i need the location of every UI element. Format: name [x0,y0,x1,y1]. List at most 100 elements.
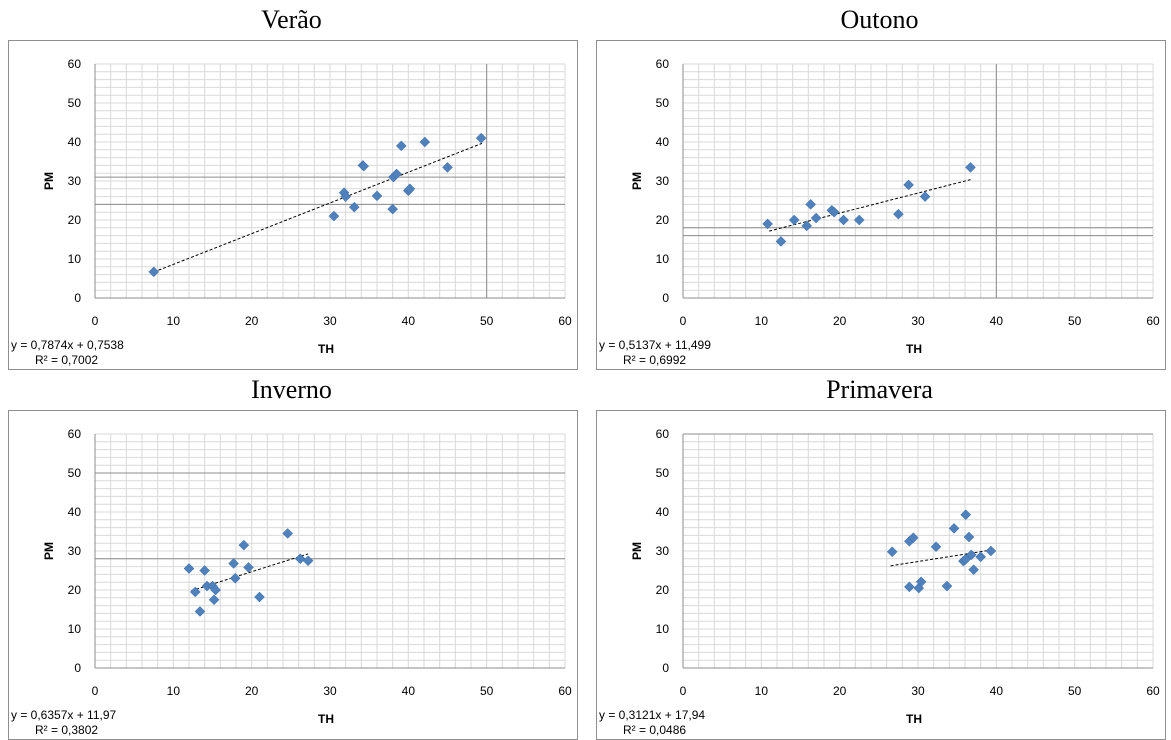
chart-panel-outono: Outono 0 0 10 10 20 20 30 30 40 40 50 50 60 60 TH PM y … [588,0,1171,370]
data-point [941,580,953,592]
trendline-equation: y = 0,3121x + 17,94 [599,708,706,722]
trendline [769,179,971,232]
data-point [965,549,977,561]
y-tick-label: 30 [68,174,82,188]
data-point [387,203,399,215]
y-tick-label: 0 [662,661,669,675]
x-tick-label: 10 [755,684,769,698]
y-tick-label: 10 [68,252,82,266]
data-point [210,584,221,596]
y-tick-label: 40 [656,135,670,149]
data-point [419,136,431,148]
data-point [904,581,915,593]
data-point [358,160,370,172]
y-tick-label: 20 [656,583,670,597]
data-point [243,562,254,573]
data-point [965,161,976,173]
data-point [907,532,919,544]
chart-title: Inverno [251,375,332,404]
r-squared-label: R² = 0,0486 [623,723,687,737]
x-tick-label: 50 [480,314,494,328]
y-tick-label: 20 [68,583,82,597]
x-axis-label: TH [318,342,334,356]
x-tick-label: 40 [402,684,416,698]
x-tick-label: 40 [990,314,1004,328]
y-tick-label: 30 [656,174,670,188]
chart-title: Primavera [826,375,933,404]
data-point [294,553,306,565]
data-point [828,206,840,218]
y-axis-label: PM [42,542,56,560]
x-axis-label: TH [906,342,922,356]
y-tick-label: 0 [74,291,81,305]
chart-frame: 0 0 10 10 20 20 30 30 40 40 50 50 60 60 TH PM y = 0,513… [596,40,1166,370]
data-point [930,541,942,553]
data-point [919,191,931,202]
x-tick-label: 60 [558,314,572,328]
y-tick-label: 50 [68,96,82,110]
x-tick-label: 30 [911,684,925,698]
y-tick-label: 60 [68,427,82,441]
data-point [238,539,250,551]
data-point [228,558,240,569]
x-tick-label: 50 [1068,314,1082,328]
data-point [853,214,865,226]
x-tick-label: 60 [558,684,572,698]
x-tick-label: 60 [1146,314,1160,328]
data-point [199,565,211,576]
data-point [254,591,265,603]
x-tick-label: 40 [402,314,416,328]
x-tick-label: 10 [167,314,181,328]
data-point [371,190,383,202]
y-tick-label: 10 [68,622,82,636]
r-squared-label: R² = 0,6992 [623,353,687,367]
trendline-equation: y = 0,6357x + 11,97 [11,708,117,722]
y-tick-label: 60 [656,427,670,441]
y-tick-label: 30 [68,544,82,558]
trendline [890,549,991,567]
data-point [810,212,822,224]
y-tick-label: 20 [656,213,670,227]
y-axis-label: PM [630,172,644,190]
data-point [788,214,800,226]
chart-panel-verao: Verão 0 0 10 10 20 20 30 30 40 40 50 50 60 60 TH PM y =… [0,0,583,370]
scatter-plot: 00 10 10 20 20 30 30 40 40 50 50 60 60 TH PM [630,57,1160,356]
chart-panel-inverno: Inverno 0 0 10 10 20 20 30 30 40 40 50 50 60 60 TH PM y… [0,370,583,740]
data-point [801,220,813,232]
scatter-plot: 00 10 10 20 20 30 30 40 40 50 50 60 60 TH PM [42,57,572,356]
trendline-equation: y = 0,5137x + 11,499 [599,338,711,352]
y-tick-label: 40 [68,135,82,149]
chart-title: Outono [840,5,919,34]
y-axis-label: PM [630,542,644,560]
data-point [975,551,987,563]
x-axis-label: TH [906,712,922,726]
data-point [328,210,340,222]
y-axis-label: PM [42,172,56,190]
data-point [302,555,314,567]
chart-title: Verão [261,5,322,34]
scatter-plot: 00 10 10 20 20 30 30 40 40 50 50 60 60 TH PM [630,427,1160,726]
trendline [153,142,483,273]
y-tick-label: 50 [656,96,670,110]
y-tick-label: 60 [68,57,82,71]
x-tick-label: 0 [92,684,99,698]
data-point [229,572,241,584]
data-point [189,586,201,598]
data-point [348,201,360,213]
x-tick-label: 0 [680,314,687,328]
chart-frame: 0 0 10 10 20 20 30 30 40 40 50 50 60 60 TH PM y = 0,635… [8,410,578,740]
data-point [775,236,787,247]
x-tick-label: 30 [323,684,337,698]
x-tick-label: 60 [1146,684,1160,698]
x-tick-label: 20 [833,684,847,698]
data-point [340,191,352,202]
y-tick-label: 40 [68,505,82,519]
data-point [391,168,402,180]
data-point [194,606,206,617]
data-point [282,528,294,539]
x-tick-label: 10 [167,684,181,698]
data-point [915,576,927,588]
data-point [404,183,416,195]
x-tick-label: 20 [833,314,847,328]
x-tick-label: 20 [245,684,259,698]
